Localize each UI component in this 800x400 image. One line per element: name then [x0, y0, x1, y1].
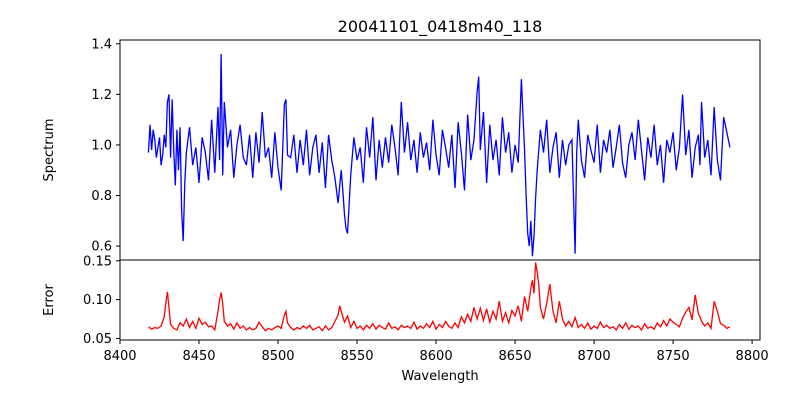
spectrum-y-tick-label: 1.4: [91, 37, 112, 52]
spectrum-panel: 0.6 0.8 1.0 1.2 1.4 Spectrum: [42, 37, 761, 261]
x-tick-label: 8400: [103, 349, 136, 364]
x-tick-label: 8750: [657, 349, 690, 364]
error-y-tick-label: 0.10: [83, 293, 112, 308]
spectrum-series-line: [147, 53, 731, 257]
chart-title: 20041101_0418m40_118: [338, 17, 543, 37]
error-y-tick-label: 0.05: [83, 332, 112, 347]
x-tick-label: 8550: [340, 349, 373, 364]
x-tick-label: 8650: [499, 349, 532, 364]
error-plot-frame: [119, 259, 761, 341]
error-y-tick-label: 0.15: [83, 254, 112, 269]
x-tick-label: 8800: [736, 349, 769, 364]
x-tick-label: 8700: [578, 349, 611, 364]
spectrum-y-tick-label: 1.0: [91, 138, 112, 153]
error-axis-label: Error: [42, 284, 57, 316]
spectrum-y-tick-label: 0.6: [91, 240, 112, 255]
spectrum-y-tick-label: 1.2: [91, 88, 112, 103]
error-series-line: [148, 262, 731, 332]
x-tick-label: 8500: [261, 349, 294, 364]
error-panel: 0.05 0.10 0.15 Error: [42, 254, 761, 347]
x-tick-label: 8600: [420, 349, 453, 364]
x-tick-label: 8450: [182, 349, 215, 364]
spectrum-axis-label: Spectrum: [42, 119, 57, 182]
x-axis-label: Wavelength: [401, 369, 478, 384]
spectrum-y-tick-label: 0.8: [91, 189, 112, 204]
